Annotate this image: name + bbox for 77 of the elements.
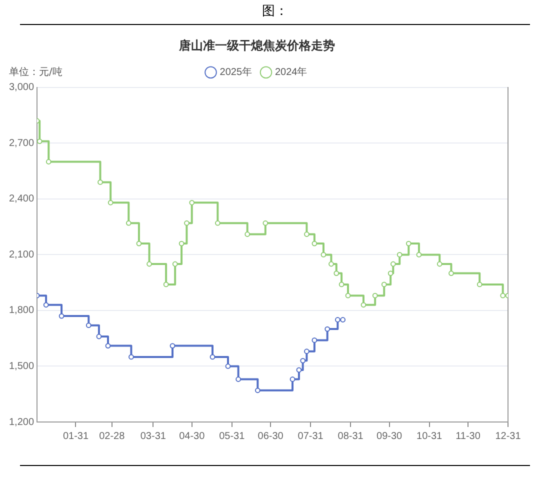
point — [312, 338, 318, 343]
y-tick-label: 3,000 — [8, 82, 34, 94]
y-tick-label: 2,700 — [8, 138, 34, 149]
y-tick-label: 2,400 — [8, 194, 34, 205]
point — [244, 232, 250, 237]
point — [324, 326, 330, 332]
point — [170, 343, 176, 348]
point — [388, 270, 394, 276]
point — [184, 220, 190, 226]
point — [381, 282, 387, 288]
point — [296, 367, 302, 373]
point — [345, 292, 351, 298]
point — [86, 322, 92, 328]
point — [172, 261, 178, 267]
point — [436, 261, 442, 267]
point — [262, 220, 268, 226]
point — [163, 282, 169, 288]
point — [390, 261, 396, 267]
point — [328, 261, 334, 267]
point — [320, 252, 326, 258]
point — [46, 159, 52, 164]
point — [126, 220, 132, 226]
point — [304, 232, 310, 237]
point — [37, 138, 42, 144]
point — [236, 376, 242, 382]
point — [406, 240, 412, 246]
point — [300, 358, 306, 364]
point — [98, 180, 103, 185]
y-tick-label: 2,100 — [8, 249, 34, 260]
point — [214, 220, 220, 226]
y-tick-label: 1,800 — [8, 305, 34, 316]
point — [334, 317, 340, 322]
text: 图： — [262, 4, 288, 19]
y-axis-title: 单位：元/吨 — [9, 66, 62, 78]
point — [312, 240, 318, 246]
x-tick-label: 06-30 — [258, 430, 284, 442]
x-tick-label: 11-30 — [456, 430, 481, 442]
point — [189, 200, 195, 206]
point — [254, 388, 260, 394]
x-tick-label: 10-31 — [416, 430, 443, 442]
point — [146, 261, 152, 267]
point — [396, 252, 402, 258]
x-tick-label: 09-30 — [376, 430, 403, 442]
point — [304, 348, 310, 354]
y-tick-label: 1,500 — [8, 360, 34, 372]
legend-label: 2024年 — [275, 66, 308, 78]
point — [416, 252, 422, 258]
point — [334, 270, 340, 276]
x-tick-label: 05-31 — [219, 430, 246, 442]
point — [178, 240, 184, 246]
chart-title: 唐山准一级干熄焦炭价格走势 — [178, 38, 335, 52]
point — [105, 343, 111, 348]
point — [372, 292, 378, 298]
point — [128, 354, 134, 360]
point — [338, 282, 344, 288]
point — [340, 317, 346, 322]
legend-label: 2025年 — [220, 66, 252, 78]
point — [500, 292, 506, 298]
point — [43, 302, 49, 308]
x-tick-label: 08-31 — [338, 430, 364, 442]
x-tick-label: 01-31 — [62, 430, 89, 442]
point — [448, 270, 454, 276]
point — [210, 354, 216, 360]
point — [290, 376, 296, 382]
x-tick-label: 07-31 — [298, 430, 324, 442]
point — [360, 302, 366, 308]
point — [108, 200, 114, 206]
point — [476, 282, 482, 288]
point — [225, 364, 231, 369]
point — [58, 313, 64, 319]
point — [96, 334, 102, 340]
x-tick-label: 02-28 — [99, 430, 126, 442]
x-tick-label: 12-31 — [495, 430, 522, 442]
y-tick-label: 1,200 — [8, 416, 34, 428]
x-tick-label: 04-30 — [179, 430, 206, 442]
x-tick-label: 03-31 — [140, 430, 166, 442]
point — [136, 240, 142, 246]
